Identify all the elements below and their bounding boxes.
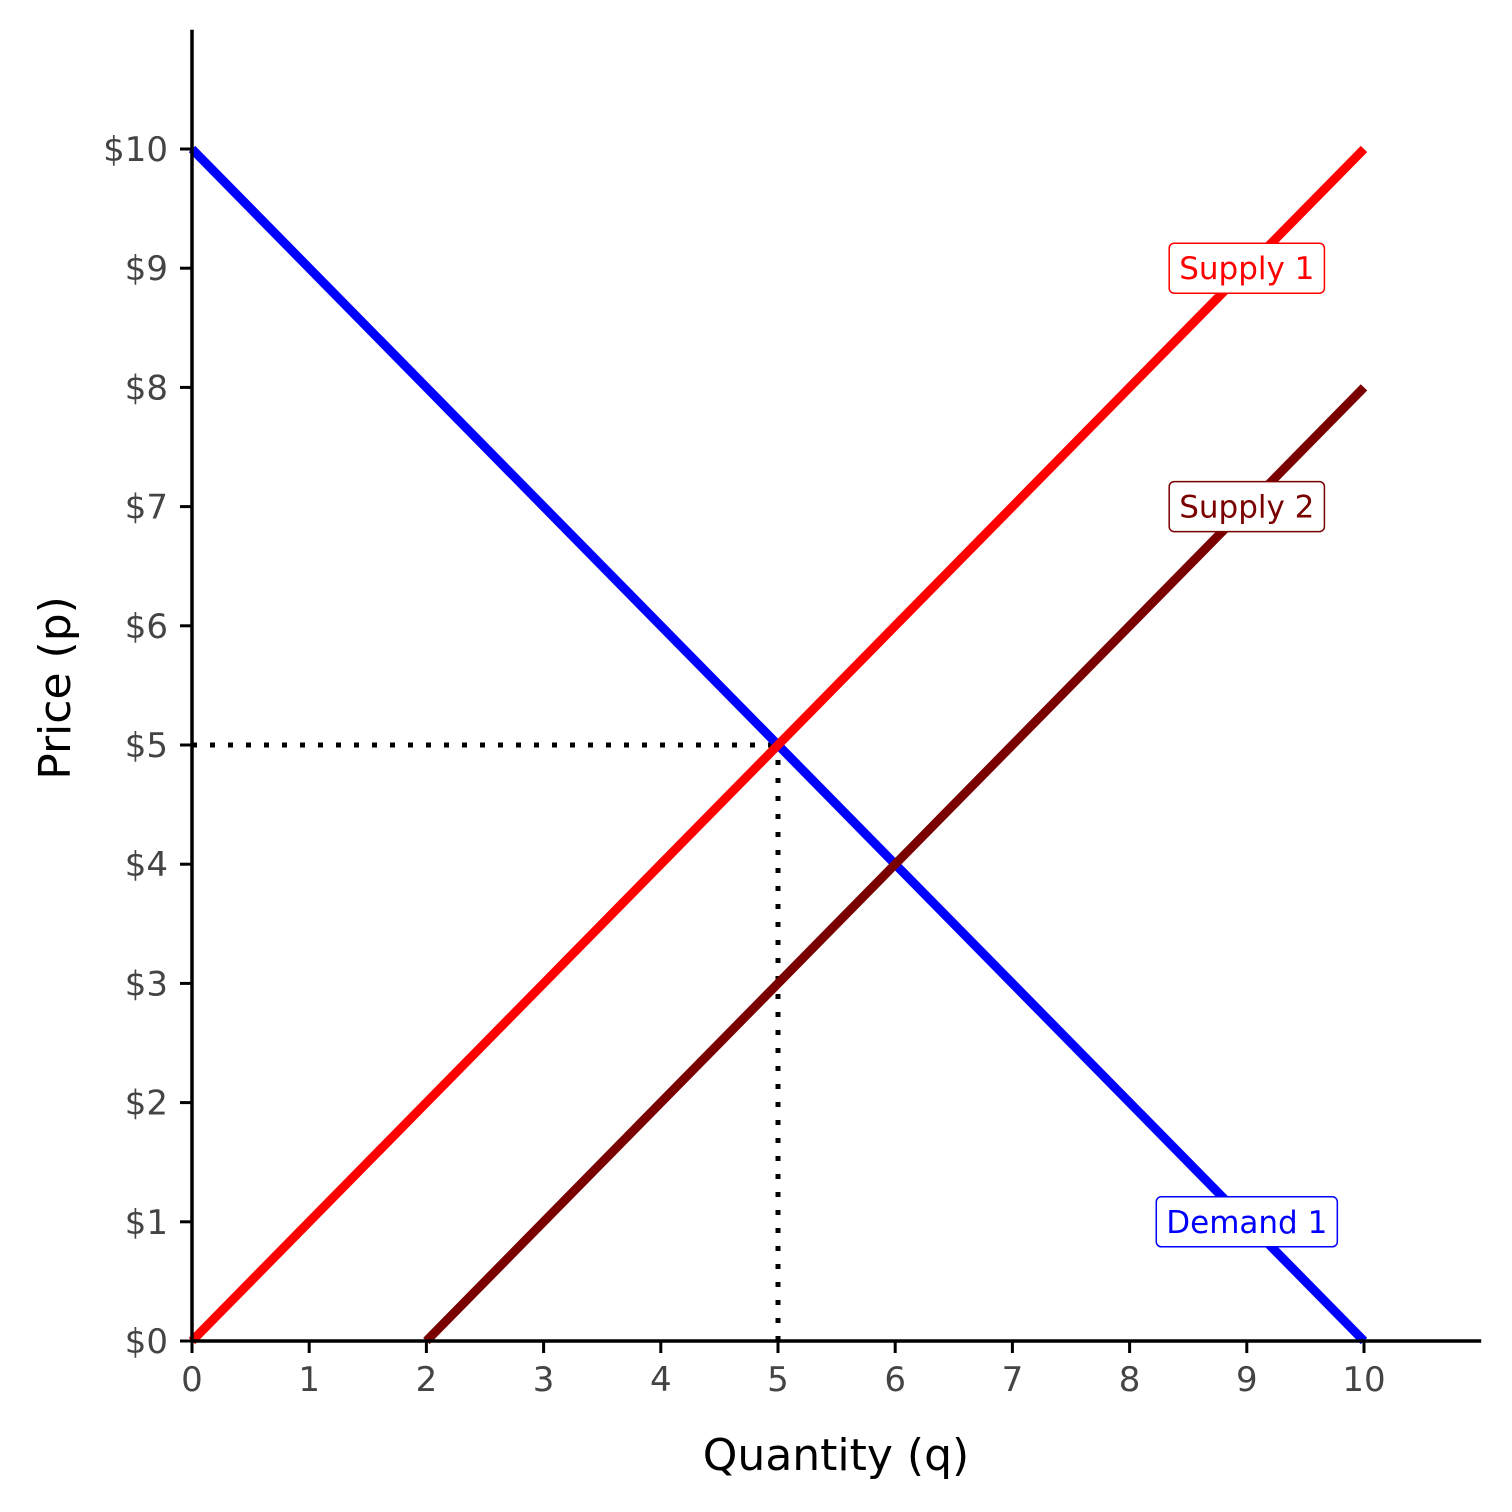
supply-1-label: Supply 1 (1168, 242, 1326, 294)
y-tick-label: $4 (125, 845, 168, 885)
supply-2-line (423, 384, 1368, 1345)
demand-1-label-text: Demand 1 (1166, 1205, 1327, 1241)
x-tick-label: 1 (298, 1360, 320, 1400)
x-tick-label: 8 (1119, 1360, 1141, 1400)
y-tick-label: $7 (125, 488, 168, 528)
supply-2-label-box (1168, 480, 1326, 533)
x-tick-label: 4 (650, 1360, 672, 1400)
y-tick-label: $10 (103, 130, 168, 170)
y-tick-label: $2 (125, 1084, 168, 1124)
supply-1-label-box (1168, 242, 1326, 294)
y-tick-label: $0 (125, 1322, 168, 1362)
y-tick-label: $9 (125, 249, 168, 289)
y-tick-label: $6 (125, 607, 168, 647)
x-tick-label: 6 (884, 1360, 906, 1400)
y-tick-label: $5 (125, 726, 168, 766)
x-tick-label: 9 (1236, 1360, 1258, 1400)
x-axis-title: Quantity (q) (703, 1430, 969, 1481)
x-tick-label: 2 (416, 1360, 438, 1400)
y-tick-label: $8 (125, 368, 168, 408)
x-tick-label: 0 (181, 1360, 203, 1400)
y-tick-label: $1 (125, 1203, 168, 1243)
y-tick-label: $3 (125, 964, 168, 1004)
x-tick-label: 10 (1342, 1360, 1385, 1400)
supply-2-label: Supply 2 (1168, 480, 1326, 533)
supply-1-line (188, 145, 1368, 1345)
x-tick-label: 7 (1002, 1360, 1024, 1400)
supply-2-label-text: Supply 2 (1179, 490, 1314, 526)
x-tick-label: 3 (533, 1360, 555, 1400)
supply-1-label-text: Supply 1 (1179, 251, 1314, 287)
demand-1-label: Demand 1 (1155, 1196, 1339, 1248)
y-axis-title: Price (p) (30, 596, 81, 780)
demand-1-label-box (1155, 1196, 1339, 1248)
x-tick-label: 5 (767, 1360, 789, 1400)
